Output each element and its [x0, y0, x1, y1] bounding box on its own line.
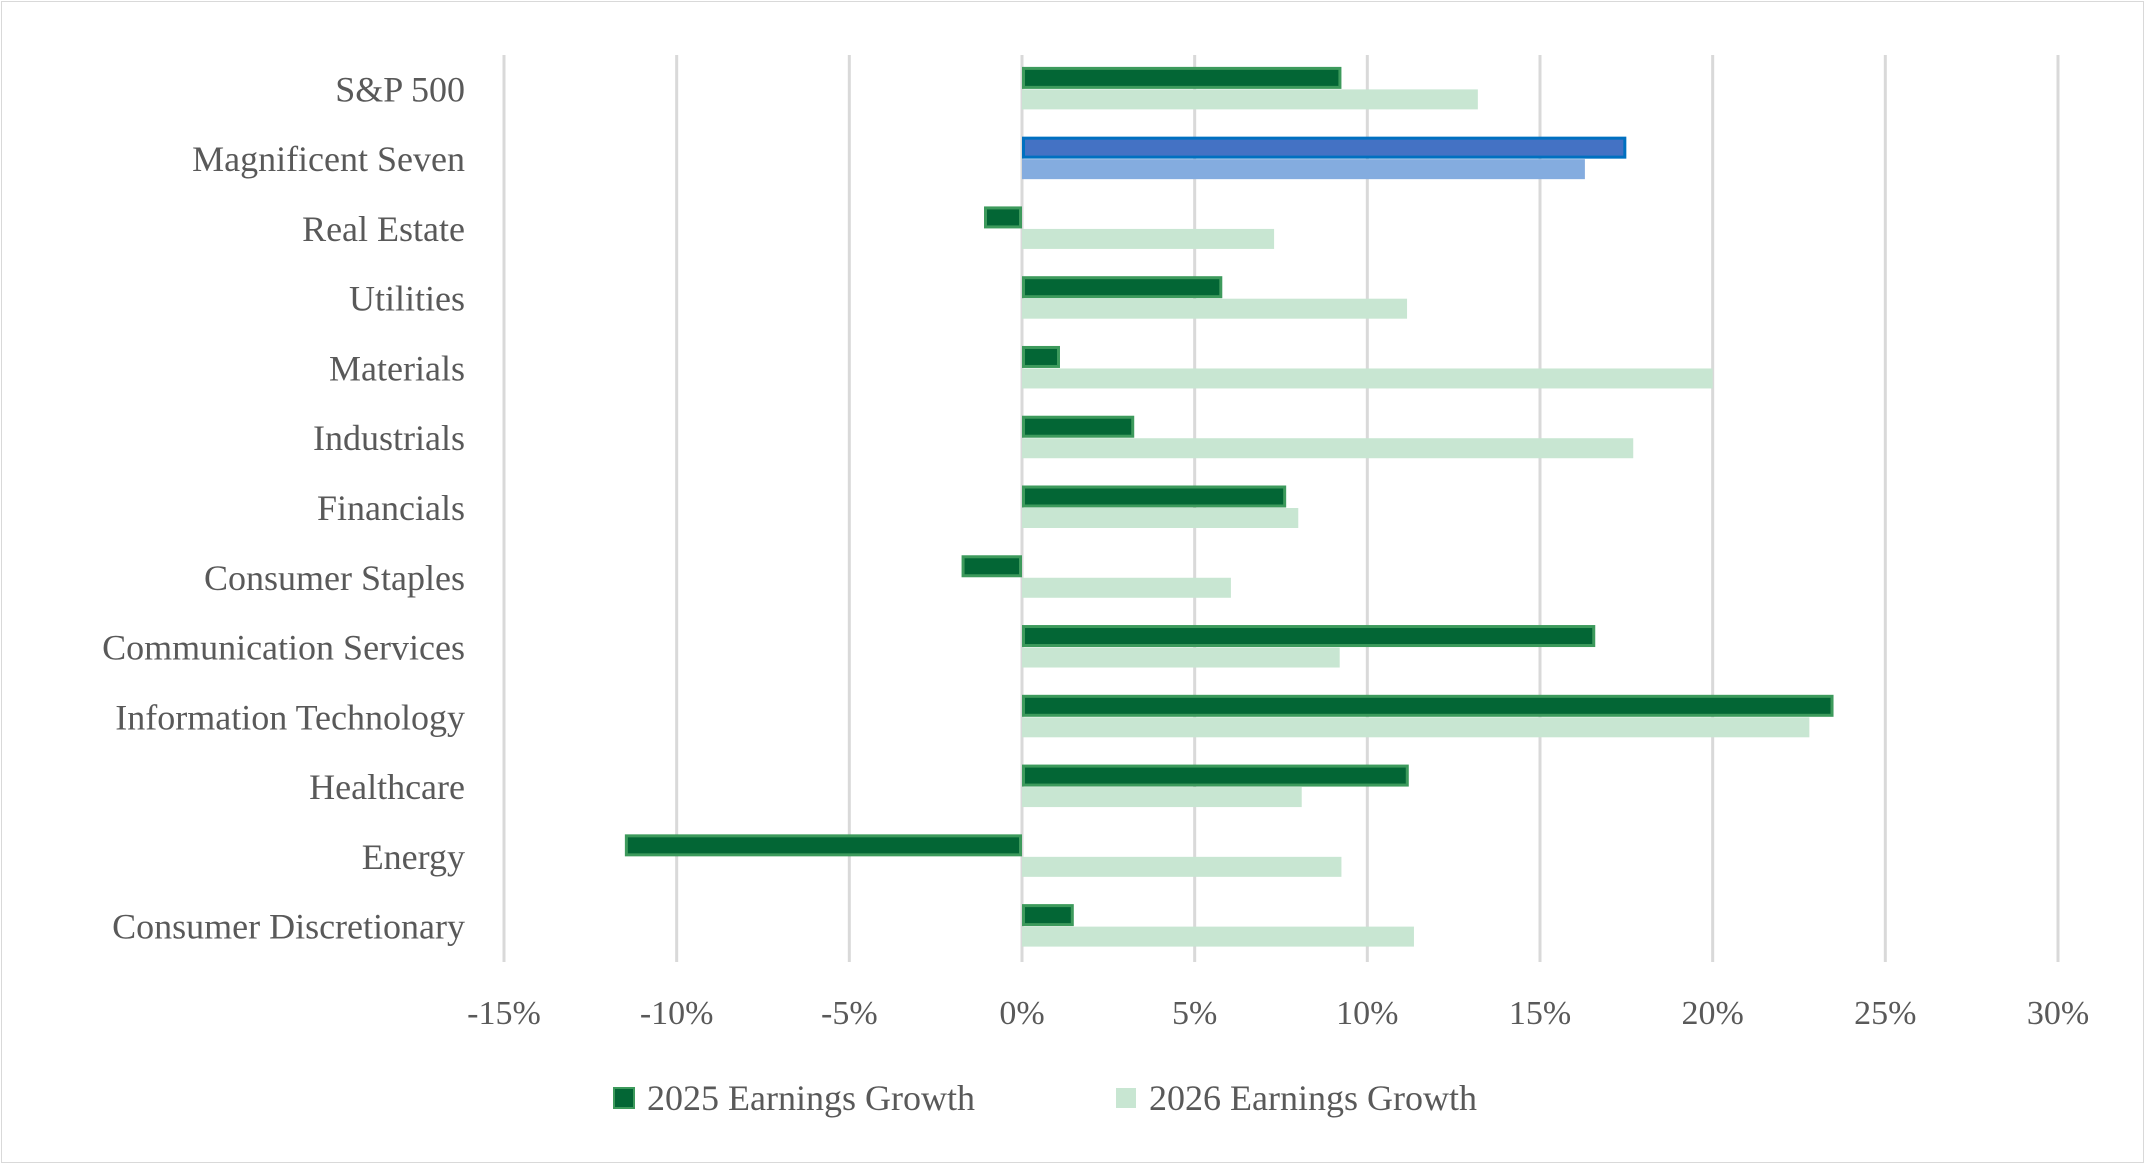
x-tick-label: 15%: [1509, 995, 1571, 1032]
legend-swatch: [1116, 1088, 1136, 1108]
x-tick-label: -10%: [640, 995, 714, 1032]
category-label: Information Technology: [115, 697, 465, 737]
category-label: Magnificent Seven: [192, 139, 465, 179]
bar-2026: [1022, 298, 1408, 319]
bar-2026: [1022, 577, 1231, 598]
x-tick-label: 20%: [1682, 995, 1744, 1032]
bar-2026: [1022, 368, 1713, 389]
bar-2025: [1022, 415, 1135, 438]
bar-2026: [1022, 438, 1634, 459]
bar-2026: [1022, 787, 1302, 808]
bar-2026: [1022, 856, 1342, 877]
bar-2025: [1022, 625, 1596, 648]
x-tick-label: 5%: [1172, 995, 1217, 1032]
category-label: Materials: [329, 348, 465, 388]
bar-2025: [961, 555, 1022, 578]
category-label: Industrials: [313, 418, 465, 458]
category-label: Consumer Staples: [204, 558, 465, 598]
category-label: Utilities: [349, 279, 465, 319]
x-tick-label: 0%: [999, 995, 1044, 1032]
legend-label: 2025 Earnings Growth: [647, 1078, 975, 1118]
bar-2026: [1022, 89, 1478, 110]
x-tick-label: 25%: [1854, 995, 1916, 1032]
bar-2026: [1022, 926, 1414, 947]
category-label: Communication Services: [102, 628, 465, 668]
bar-2025: [984, 206, 1022, 229]
legend-label: 2026 Earnings Growth: [1149, 1078, 1477, 1118]
bar-2026: [1022, 717, 1810, 738]
category-label: Healthcare: [309, 767, 465, 807]
x-tick-label: 30%: [2027, 995, 2089, 1032]
legend-swatch: [613, 1087, 635, 1109]
category-label: Real Estate: [302, 209, 465, 249]
bar-2025: [1022, 904, 1074, 927]
x-tick-label: 10%: [1336, 995, 1398, 1032]
category-label: Energy: [362, 837, 465, 877]
bar-2026: [1022, 228, 1275, 249]
bar-2025: [1022, 136, 1627, 159]
bar-2026: [1022, 647, 1340, 668]
bar-2026: [1022, 508, 1299, 528]
bar-2025: [1022, 764, 1409, 787]
bar-2025: [624, 834, 1022, 857]
bar-2025: [1022, 345, 1060, 368]
bar-2025: [1022, 276, 1223, 299]
bar-2025: [1022, 694, 1834, 717]
category-label: Financials: [317, 488, 465, 528]
category-label: Consumer Discretionary: [112, 907, 465, 947]
bar-2025: [1022, 485, 1287, 508]
x-tick-label: -5%: [821, 995, 878, 1032]
bar-2025: [1022, 66, 1342, 89]
x-tick-label: -15%: [467, 995, 541, 1032]
category-label: S&P 500: [335, 69, 465, 109]
bar-2026: [1022, 159, 1585, 180]
